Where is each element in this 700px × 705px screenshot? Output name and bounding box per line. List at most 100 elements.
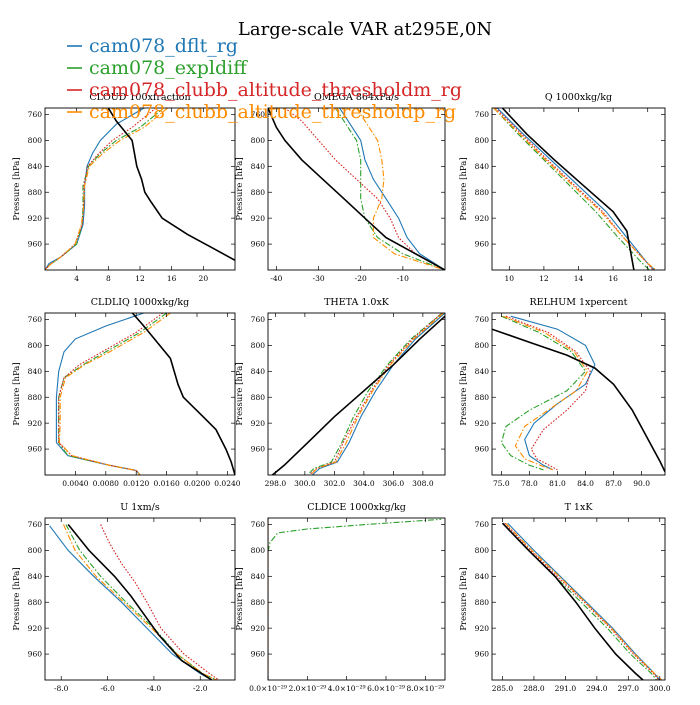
series-line-cam078_clubb_altitude_thresholdp_rg: [356, 108, 445, 270]
x-tick-label: 300.0: [649, 684, 671, 693]
legend-entry-cam078_clubb_altitude_thresholdm_rg: cam078_clubb_altitude_thresholdm_rg: [67, 79, 462, 101]
x-tick-label: 306.0: [383, 479, 405, 488]
y-tick-label: 880: [475, 598, 490, 607]
x-tick-label: -20: [355, 274, 367, 283]
panel-5: 760 800 840 880 920 960 298.0 300.0 302.0 304.0 30…: [235, 297, 446, 488]
y-tick-label: 760: [251, 110, 266, 119]
y-axis-label: Pressure [hPa]: [235, 567, 245, 630]
y-tick-label: 880: [28, 598, 43, 607]
panel-1: 760 800 840 880 920 960 4 8 12 16 20 CLOUD 100xfrac…: [12, 92, 236, 283]
y-tick-label: 920: [251, 624, 266, 633]
series-line-cam078_clubb_altitude_thresholdp_rg: [505, 522, 663, 680]
series-line-obs: [501, 108, 635, 270]
x-tick-label: 0.0120: [123, 479, 149, 488]
y-tick-label: 840: [251, 162, 266, 171]
y-tick-label: 920: [475, 624, 490, 633]
y-tick-label: 760: [475, 110, 490, 119]
y-tick-label: 920: [475, 419, 490, 428]
series-line-cam078_clubb_altitude_thresholdm_rg: [505, 315, 591, 471]
figure-title: Large-scale VAR at295E,0N: [238, 19, 492, 40]
panels-layer: 760 800 840 880 920 960 4 8 12 16 20 CLOUD 100xfrac…: [12, 92, 671, 693]
y-tick-label: 880: [251, 188, 266, 197]
x-tick-label: 8.0×10⁻²⁹: [406, 684, 444, 693]
x-tick-label: 2.0×10⁻²⁹: [288, 684, 326, 693]
panel-title: U 1xm/s: [120, 502, 160, 513]
panel-title: CLDICE 1000xkg/kg: [307, 502, 406, 513]
series-line-cam078_clubb_altitude_thresholdp_rg: [62, 524, 217, 680]
y-tick-label: 840: [251, 572, 266, 581]
y-tick-label: 760: [28, 110, 43, 119]
x-tick-label: 18: [643, 274, 653, 283]
y-axis-label: Pressure [hPa]: [235, 362, 245, 425]
legend-label: cam078_dflt_rg: [89, 35, 238, 57]
legend-label: cam078_expldiff: [89, 57, 248, 79]
series-line-cam078_expldiff: [268, 518, 442, 552]
axes-frame: [44, 107, 236, 271]
x-tick-label: 87.0: [605, 479, 622, 488]
axes-frame: [491, 517, 666, 681]
panel-4: 760 800 840 880 920 960 0.0040 0.0080 0.0120 0.01…: [12, 297, 241, 488]
x-tick-label: 288.0: [523, 684, 545, 693]
series-line-cam078_clubb_altitude_thresholdm_rg: [100, 524, 220, 680]
y-tick-label: 760: [28, 315, 43, 324]
series-line-cam078_clubb_altitude_thresholdm_rg: [58, 313, 164, 475]
series-line-obs: [107, 108, 235, 262]
series-line-cam078_clubb_altitude_thresholdm_rg: [45, 108, 157, 270]
y-tick-label: 800: [475, 341, 490, 350]
x-tick-label: 16: [608, 274, 618, 283]
series-line-cam078_dflt_rg: [45, 108, 145, 270]
x-tick-label: 14: [574, 274, 584, 283]
series-line-cam078_expldiff: [334, 108, 445, 270]
plot-area: [501, 522, 663, 680]
panel-6: 760 800 840 880 920 960 75.0 78.0 81.0 84.0 87.0 90…: [459, 297, 666, 488]
x-tick-label: 90.0: [633, 479, 650, 488]
series-line-cam078_clubb_altitude_thresholdp_rg: [493, 108, 657, 270]
panel-title: RELHUM 1xpercent: [530, 297, 628, 308]
panel-title: Q 1000xkg/kg: [545, 92, 612, 103]
panel-7: 760 800 840 880 920 960 -8.0 -6.0 -4.0 -2.0 U 1xm/…: [12, 502, 236, 693]
x-tick-label: -6.0: [100, 684, 115, 693]
y-tick-label: 840: [475, 162, 490, 171]
y-tick-label: 760: [475, 315, 490, 324]
y-axis-label: Pressure [hPa]: [459, 567, 469, 630]
x-tick-label: 308.0: [412, 479, 434, 488]
y-tick-label: 840: [28, 162, 43, 171]
x-tick-label: 0.0240: [214, 479, 240, 488]
y-tick-label: 800: [475, 136, 490, 145]
axes-frame: [44, 517, 236, 681]
y-tick-label: 920: [28, 419, 43, 428]
series-line-cam078_expldiff: [65, 524, 217, 680]
series-line-cam078_clubb_altitude_thresholdm_rg: [284, 108, 445, 270]
x-tick-label: 0.0040: [62, 479, 88, 488]
y-tick-label: 920: [28, 214, 43, 223]
panel-title: CLOUD 100xfraction: [89, 92, 190, 103]
y-tick-label: 880: [28, 188, 43, 197]
x-tick-label: 298.0: [265, 479, 287, 488]
legend-entry-cam078_expldiff: cam078_expldiff: [67, 57, 248, 79]
x-tick-label: 0.0080: [93, 479, 119, 488]
y-tick-label: 960: [475, 240, 490, 249]
y-tick-label: 880: [475, 188, 490, 197]
y-tick-label: 840: [475, 572, 490, 581]
plot-area: [268, 518, 442, 680]
y-tick-label: 840: [475, 367, 490, 376]
y-tick-label: 840: [28, 367, 43, 376]
series-line-cam078_clubb_altitude_thresholdp_rg: [58, 313, 171, 475]
x-tick-label: 0.0160: [153, 479, 179, 488]
panel-3: 760 800 840 880 920 960 10 12 14 16 18 Q 1000xkg/kg…: [459, 92, 666, 283]
y-tick-label: 760: [28, 520, 43, 529]
y-tick-label: 920: [251, 419, 266, 428]
y-axis-label: Pressure [hPa]: [12, 567, 22, 630]
x-tick-label: 294.0: [586, 684, 608, 693]
series-line-obs: [131, 313, 235, 475]
panel-8: 760 800 840 880 920 960 0.0×10⁻²⁹ 2.0×10⁻²⁹ 4.0×…: [235, 502, 446, 693]
x-tick-label: 0.0200: [184, 479, 210, 488]
y-tick-label: 800: [28, 546, 43, 555]
y-axis-label: Pressure [hPa]: [12, 157, 22, 220]
x-tick-label: -8.0: [54, 684, 69, 693]
y-tick-label: 760: [251, 315, 266, 324]
x-tick-label: 81.0: [549, 479, 566, 488]
panel-2: 760 800 840 880 920 960 -40 -30 -20 -10 OMEGA 864x…: [235, 92, 446, 283]
series-line-obs: [67, 523, 213, 680]
panel-9: 760 800 840 880 920 960 285.0 288.0 291.0 294.0 29…: [459, 502, 671, 693]
